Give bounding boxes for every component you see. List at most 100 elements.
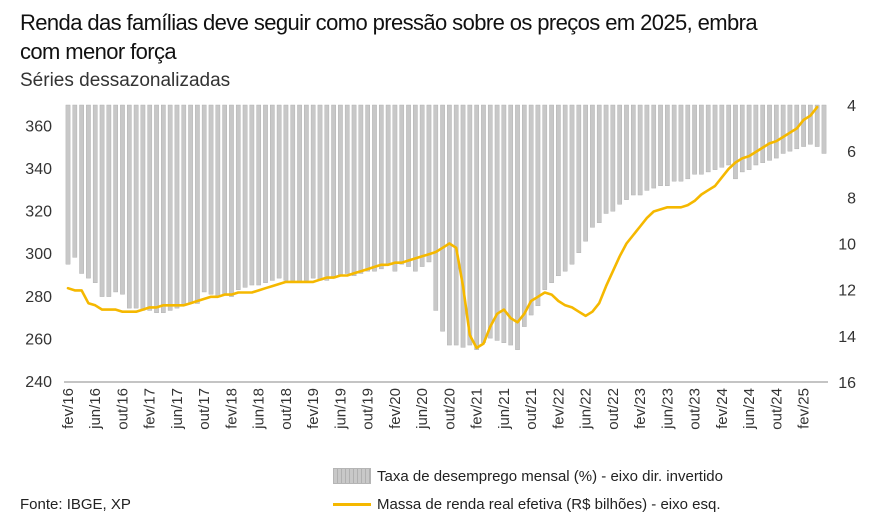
y-left-tick-label: 260 (25, 331, 52, 348)
unemployment-bar (106, 104, 112, 297)
unemployment-bar (637, 104, 643, 196)
unemployment-bar (242, 104, 248, 288)
unemployment-bar (222, 104, 227, 295)
y-right-tick-label: 16 (838, 375, 856, 392)
unemployment-bar (562, 104, 568, 272)
unemployment-bar (678, 104, 684, 182)
legend-item-unemployment: Taxa de desemprego mensal (%) - eixo dir… (333, 462, 723, 490)
unemployment-bar (603, 104, 609, 214)
x-tick-label: jun/22 (578, 388, 595, 430)
y-left-tick-label: 320 (25, 204, 52, 221)
unemployment-bar (658, 104, 663, 186)
unemployment-bar (372, 104, 377, 272)
unemployment-bar (474, 104, 479, 350)
x-tick-label: fev/17 (142, 388, 159, 429)
x-tick-label: out/20 (441, 388, 458, 430)
unemployment-bar (140, 104, 146, 311)
x-tick-label: jun/21 (496, 388, 513, 430)
legend-item-income: Massa de renda real efetiva (R$ bilhões)… (333, 490, 723, 518)
y-left-tick-label: 360 (25, 118, 52, 135)
y-left-tick-label: 300 (25, 246, 52, 263)
unemployment-bar (596, 104, 602, 223)
unemployment-bar (712, 104, 718, 170)
unemployment-bar (535, 104, 541, 307)
x-tick-label: fev/21 (469, 388, 486, 429)
unemployment-bar (310, 104, 316, 279)
unemployment-bar (542, 104, 548, 290)
y-left-tick-label: 240 (25, 374, 52, 391)
y-right-tick-label: 4 (847, 98, 856, 115)
unemployment-bar (685, 104, 691, 180)
unemployment-bar (249, 104, 255, 286)
unemployment-bar (147, 104, 153, 311)
unemployment-bar (447, 104, 452, 346)
unemployment-bar (344, 104, 350, 274)
x-tick-label: jun/23 (659, 388, 676, 430)
x-tick-label: fev/20 (387, 388, 404, 429)
unemployment-bar (726, 104, 731, 166)
x-tick-label: out/16 (114, 388, 131, 430)
y-right-tick-label: 12 (838, 283, 856, 300)
unemployment-bar (358, 104, 364, 274)
x-tick-label: jun/24 (741, 388, 758, 430)
unemployment-bar (392, 104, 398, 272)
unemployment-bar (365, 104, 370, 272)
unemployment-bar (79, 104, 84, 274)
x-tick-label: fev/16 (60, 388, 77, 429)
unemployment-bar (515, 104, 520, 350)
y-right-tick-label: 6 (847, 144, 856, 161)
unemployment-bar (528, 104, 534, 316)
unemployment-bar (86, 104, 91, 279)
unemployment-bar (508, 104, 514, 346)
x-tick-label: out/21 (523, 388, 540, 430)
unemployment-bar (665, 104, 670, 186)
unemployment-bar (99, 104, 105, 297)
unemployment-bar (467, 104, 473, 346)
unemployment-bar (651, 104, 657, 189)
source-note: Fonte: IBGE, XP (20, 496, 131, 513)
unemployment-bar (821, 104, 827, 154)
unemployment-bar (583, 104, 588, 242)
legend: Taxa de desemprego mensal (%) - eixo dir… (333, 462, 723, 518)
unemployment-bar (760, 104, 766, 163)
unemployment-bar (774, 104, 779, 159)
unemployment-bar (426, 104, 432, 263)
x-tick-label: jun/20 (414, 388, 431, 430)
unemployment-bar (133, 104, 139, 309)
y-right-tick-label: 14 (838, 329, 856, 346)
unemployment-bar (610, 104, 616, 212)
y-right-tick-label: 8 (847, 190, 856, 207)
unemployment-bar (154, 104, 159, 313)
x-tick-label: out/19 (360, 388, 377, 430)
y-left-tick-label: 340 (25, 161, 52, 178)
unemployment-bar (406, 104, 411, 267)
unemployment-bar (433, 104, 439, 311)
unemployment-bar (290, 104, 296, 281)
unemployment-bar (399, 104, 405, 265)
unemployment-bar (630, 104, 636, 196)
unemployment-bar (808, 104, 813, 145)
unemployment-bar (671, 104, 677, 182)
unemployment-bar (120, 104, 125, 295)
unemployment-bar (174, 104, 180, 309)
chart-subtitle: Séries dessazonalizadas (20, 70, 231, 91)
unemployment-bar (780, 104, 786, 154)
unemployment-bar (419, 104, 425, 267)
unemployment-bar (746, 104, 752, 170)
unemployment-bar (705, 104, 711, 173)
unemployment-bar (556, 104, 561, 277)
unemployment-bar (692, 104, 697, 175)
unemployment-bar (739, 104, 745, 173)
unemployment-bar (576, 104, 582, 253)
unemployment-bar (719, 104, 725, 168)
unemployment-bar (126, 104, 132, 309)
unemployment-bar (317, 104, 323, 281)
unemployment-bar (801, 104, 806, 147)
unemployment-bar (617, 104, 622, 205)
unemployment-bar (215, 104, 221, 297)
unemployment-bar (276, 104, 282, 279)
y-right-tick-label: 10 (838, 237, 856, 254)
unemployment-bar (235, 104, 241, 290)
x-tick-label: out/22 (605, 388, 622, 430)
